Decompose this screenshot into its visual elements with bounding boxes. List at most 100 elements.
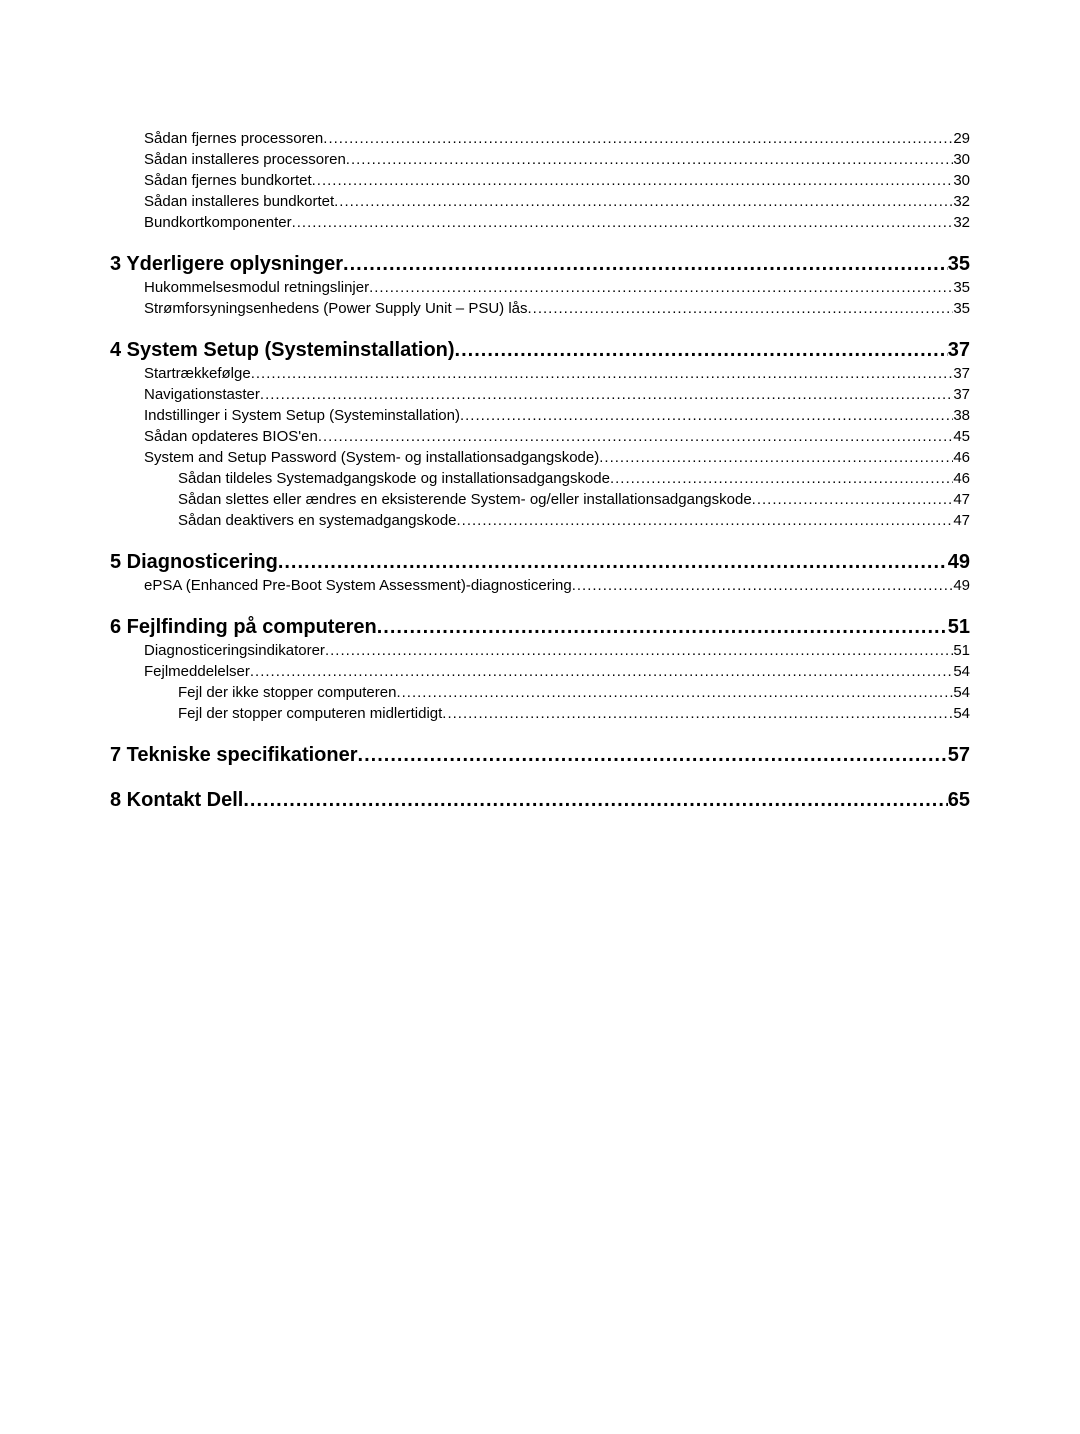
toc-entry-label: Hukommelsesmodul retningslinjer	[144, 279, 369, 296]
toc-dot-leader: ........................................…	[260, 386, 953, 403]
toc-entry-label: Fejlmeddelelser	[144, 663, 250, 680]
toc-dot-leader: ........................................…	[334, 193, 953, 210]
toc-entry-page: 54	[953, 705, 970, 722]
toc-dot-leader: ........................................…	[460, 407, 953, 424]
toc-dot-leader: ........................................…	[752, 491, 954, 508]
toc-entry-label: ePSA (Enhanced Pre-Boot System Assessmen…	[144, 577, 572, 594]
toc-entry-page: 54	[953, 684, 970, 701]
toc-entry-page: 47	[953, 491, 970, 508]
toc-entry: Fejl der stopper computeren midlertidigt…	[178, 705, 970, 722]
toc-dot-leader: ........................................…	[572, 577, 954, 594]
toc-entry-page: 29	[953, 130, 970, 147]
toc-dot-leader: ........................................…	[250, 663, 953, 680]
toc-dot-leader: ........................................…	[251, 365, 954, 382]
toc-entry: Startrækkefølge.........................…	[144, 365, 970, 382]
toc-entry: Strømforsyningsenhedens (Power Supply Un…	[144, 300, 970, 317]
toc-entry-page: 38	[953, 407, 970, 424]
toc-entry: Sådan installeres bundkortet............…	[144, 193, 970, 210]
toc-dot-leader: ........................................…	[325, 642, 953, 659]
toc-entry: Sådan tildeles Systemadgangskode og inst…	[178, 470, 970, 487]
toc-dot-leader: ........................................…	[346, 151, 954, 168]
toc-entry: Fejlmeddelelser.........................…	[144, 663, 970, 680]
toc-entry-label: Fejl der ikke stopper computeren	[178, 684, 396, 701]
toc-entry-label: Indstillinger i System Setup (Systeminst…	[144, 407, 460, 424]
toc-entry-page: 49	[948, 551, 970, 574]
toc-entry-page: 51	[953, 642, 970, 659]
toc-entry-label: Sådan installeres processoren	[144, 151, 346, 168]
toc-entry: System and Setup Password (System- og in…	[144, 449, 970, 466]
toc-entry-label: Navigationstaster	[144, 386, 260, 403]
toc-dot-leader: ........................................…	[243, 789, 947, 812]
toc-entry-label: Sådan deaktivers en systemadgangskode	[178, 512, 457, 529]
toc-entry-label: 6 Fejlfinding på computeren	[110, 616, 377, 639]
toc-entry: 3 Yderligere oplysninger................…	[110, 253, 970, 276]
toc-entry: 6 Fejlfinding på computeren.............…	[110, 616, 970, 639]
toc-dot-leader: ........................................…	[358, 744, 948, 767]
toc-entry-label: Sådan opdateres BIOS'en	[144, 428, 318, 445]
toc-entry-label: Sådan fjernes bundkortet	[144, 172, 312, 189]
toc-entry-label: 7 Tekniske specifikationer	[110, 744, 358, 767]
toc-dot-leader: ........................................…	[396, 684, 953, 701]
toc-entry: 5 Diagnosticering.......................…	[110, 551, 970, 574]
toc-entry-page: 37	[953, 386, 970, 403]
toc-dot-leader: ........................................…	[343, 253, 948, 276]
toc-dot-leader: ........................................…	[442, 705, 953, 722]
toc-entry: Sådan fjernes processoren...............…	[144, 130, 970, 147]
toc-entry-page: 37	[953, 365, 970, 382]
toc-entry: 8 Kontakt Dell..........................…	[110, 789, 970, 812]
toc-dot-leader: ........................................…	[323, 130, 953, 147]
toc-entry-label: 3 Yderligere oplysninger	[110, 253, 343, 276]
toc-entry-page: 51	[948, 616, 970, 639]
toc-entry-label: Startrækkefølge	[144, 365, 251, 382]
toc-entry: Sådan installeres processoren...........…	[144, 151, 970, 168]
toc-entry: Sådan opdateres BIOS'en ................…	[144, 428, 970, 445]
toc-entry-label: Diagnosticeringsindikatorer	[144, 642, 325, 659]
toc-entry: Fejl der ikke stopper computeren........…	[178, 684, 970, 701]
toc-entry-page: 45	[953, 428, 970, 445]
toc-entry: Sådan deaktivers en systemadgangskode...…	[178, 512, 970, 529]
toc-dot-leader: ........................................…	[457, 512, 954, 529]
toc-entry-page: 35	[953, 300, 970, 317]
toc-entry-label: 5 Diagnosticering	[110, 551, 278, 574]
toc-entry-page: 65	[948, 789, 970, 812]
toc-dot-leader: ........................................…	[377, 616, 948, 639]
toc-entry-label: Sådan tildeles Systemadgangskode og inst…	[178, 470, 610, 487]
toc-entry-page: 32	[953, 214, 970, 231]
toc-entry: 7 Tekniske specifikationer..............…	[110, 744, 970, 767]
toc-entry: 4 System Setup (Systeminstallation).....…	[110, 339, 970, 362]
toc-entry: Sådan slettes eller ændres en eksisteren…	[178, 491, 970, 508]
toc-entry-page: 37	[948, 339, 970, 362]
toc-entry-label: Sådan installeres bundkortet	[144, 193, 334, 210]
toc-entry-label: 4 System Setup (Systeminstallation)	[110, 339, 455, 362]
toc-entry: Navigationstaster.......................…	[144, 386, 970, 403]
toc-dot-leader: ........................................…	[599, 449, 953, 466]
table-of-contents: Sådan fjernes processoren...............…	[110, 130, 970, 812]
toc-entry-label: Fejl der stopper computeren midlertidigt	[178, 705, 442, 722]
toc-dot-leader: ........................................…	[318, 428, 953, 445]
toc-dot-leader: ........................................…	[312, 172, 954, 189]
toc-dot-leader: ........................................…	[278, 551, 948, 574]
toc-entry: Diagnosticeringsindikatorer.............…	[144, 642, 970, 659]
toc-entry-page: 57	[948, 744, 970, 767]
toc-dot-leader: ........................................…	[610, 470, 953, 487]
toc-entry-label: Strømforsyningsenhedens (Power Supply Un…	[144, 300, 528, 317]
toc-dot-leader: ........................................…	[455, 339, 948, 362]
toc-entry: Indstillinger i System Setup (Systeminst…	[144, 407, 970, 424]
toc-entry-page: 47	[953, 512, 970, 529]
toc-entry-page: 35	[953, 279, 970, 296]
toc-entry-label: 8 Kontakt Dell	[110, 789, 243, 812]
toc-entry: Sådan fjernes bundkortet................…	[144, 172, 970, 189]
toc-entry-page: 30	[953, 172, 970, 189]
toc-entry-page: 32	[953, 193, 970, 210]
toc-entry: Hukommelsesmodul retningslinjer.........…	[144, 279, 970, 296]
toc-entry-page: 49	[953, 577, 970, 594]
toc-dot-leader: ........................................…	[528, 300, 954, 317]
toc-entry-label: Bundkortkomponenter	[144, 214, 292, 231]
toc-dot-leader: ........................................…	[369, 279, 953, 296]
toc-entry-page: 54	[953, 663, 970, 680]
toc-dot-leader: ........................................…	[292, 214, 954, 231]
toc-entry-page: 46	[953, 449, 970, 466]
toc-entry-page: 35	[948, 253, 970, 276]
toc-entry-page: 30	[953, 151, 970, 168]
toc-entry-label: Sådan fjernes processoren	[144, 130, 323, 147]
